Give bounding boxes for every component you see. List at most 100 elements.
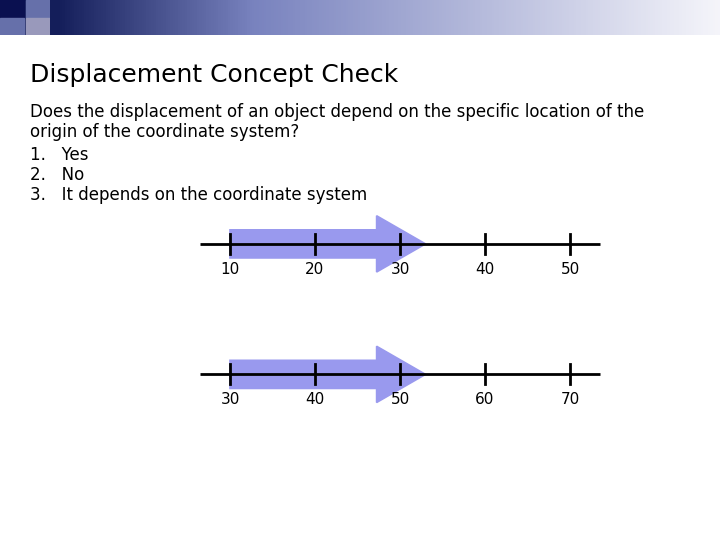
Bar xyxy=(38,0,41,35)
Bar xyxy=(401,0,403,35)
Bar xyxy=(60,0,63,35)
Bar xyxy=(317,0,319,35)
Bar xyxy=(293,0,295,35)
Bar xyxy=(650,0,653,35)
Bar xyxy=(423,0,425,35)
Bar xyxy=(221,0,223,35)
Bar xyxy=(665,0,667,35)
Bar xyxy=(216,0,218,35)
Bar xyxy=(22,0,24,35)
Bar xyxy=(528,0,531,35)
Bar xyxy=(621,0,624,35)
Bar xyxy=(578,0,581,35)
Text: origin of the coordinate system?: origin of the coordinate system? xyxy=(30,124,300,141)
Bar xyxy=(369,0,372,35)
Bar xyxy=(72,0,74,35)
Bar xyxy=(441,0,444,35)
Bar xyxy=(617,0,619,35)
Bar xyxy=(468,0,470,35)
Bar xyxy=(614,0,617,35)
Text: 60: 60 xyxy=(475,393,495,408)
Bar xyxy=(708,0,711,35)
Bar xyxy=(367,0,369,35)
Bar xyxy=(144,0,146,35)
Bar xyxy=(0,0,2,35)
Bar xyxy=(300,0,302,35)
Bar xyxy=(27,0,29,35)
Bar xyxy=(194,0,197,35)
Bar xyxy=(641,0,643,35)
Bar xyxy=(415,0,418,35)
Bar xyxy=(166,0,168,35)
Bar xyxy=(585,0,588,35)
Bar xyxy=(444,0,446,35)
Bar xyxy=(549,0,552,35)
Bar xyxy=(473,0,475,35)
Bar xyxy=(499,0,502,35)
Bar xyxy=(79,0,81,35)
Bar xyxy=(410,0,413,35)
Bar xyxy=(684,0,686,35)
Bar xyxy=(576,0,578,35)
Bar xyxy=(130,0,132,35)
Bar xyxy=(679,0,682,35)
Bar xyxy=(619,0,621,35)
Bar xyxy=(153,0,156,35)
Bar xyxy=(509,0,511,35)
Bar xyxy=(552,0,554,35)
Bar xyxy=(610,0,612,35)
Bar xyxy=(463,0,466,35)
Bar xyxy=(302,0,305,35)
Bar xyxy=(480,0,482,35)
Bar xyxy=(408,0,410,35)
Bar xyxy=(569,0,571,35)
Bar xyxy=(146,0,149,35)
Bar xyxy=(281,0,283,35)
Bar xyxy=(384,0,387,35)
Bar xyxy=(305,0,307,35)
Bar xyxy=(516,0,518,35)
Text: 40: 40 xyxy=(305,393,325,408)
Bar xyxy=(595,0,598,35)
Bar xyxy=(487,0,490,35)
Bar xyxy=(646,0,648,35)
Bar xyxy=(336,0,338,35)
Bar xyxy=(233,0,235,35)
Bar xyxy=(557,0,559,35)
Bar xyxy=(274,0,276,35)
Bar xyxy=(574,0,576,35)
Text: 20: 20 xyxy=(305,262,325,277)
Bar xyxy=(698,0,701,35)
Bar xyxy=(55,0,58,35)
Bar xyxy=(600,0,603,35)
Bar xyxy=(667,0,670,35)
Text: 3.   It depends on the coordinate system: 3. It depends on the coordinate system xyxy=(30,186,367,204)
Bar xyxy=(643,0,646,35)
Bar xyxy=(158,0,161,35)
Bar xyxy=(533,0,535,35)
Bar xyxy=(346,0,348,35)
Bar xyxy=(547,0,549,35)
Bar xyxy=(235,0,238,35)
Bar xyxy=(329,0,331,35)
Bar xyxy=(243,0,245,35)
Bar xyxy=(351,0,353,35)
Bar xyxy=(365,0,367,35)
Bar xyxy=(360,0,362,35)
Bar xyxy=(451,0,454,35)
Bar xyxy=(531,0,533,35)
Bar xyxy=(682,0,684,35)
Bar xyxy=(490,0,492,35)
Bar xyxy=(286,0,288,35)
Bar xyxy=(34,0,36,35)
FancyArrow shape xyxy=(230,346,426,402)
Bar xyxy=(526,0,528,35)
Bar xyxy=(603,0,605,35)
Bar xyxy=(173,0,175,35)
Bar xyxy=(77,0,79,35)
Bar xyxy=(655,0,657,35)
Bar xyxy=(259,0,261,35)
Bar xyxy=(271,0,274,35)
Bar xyxy=(43,0,45,35)
Text: 50: 50 xyxy=(390,393,410,408)
